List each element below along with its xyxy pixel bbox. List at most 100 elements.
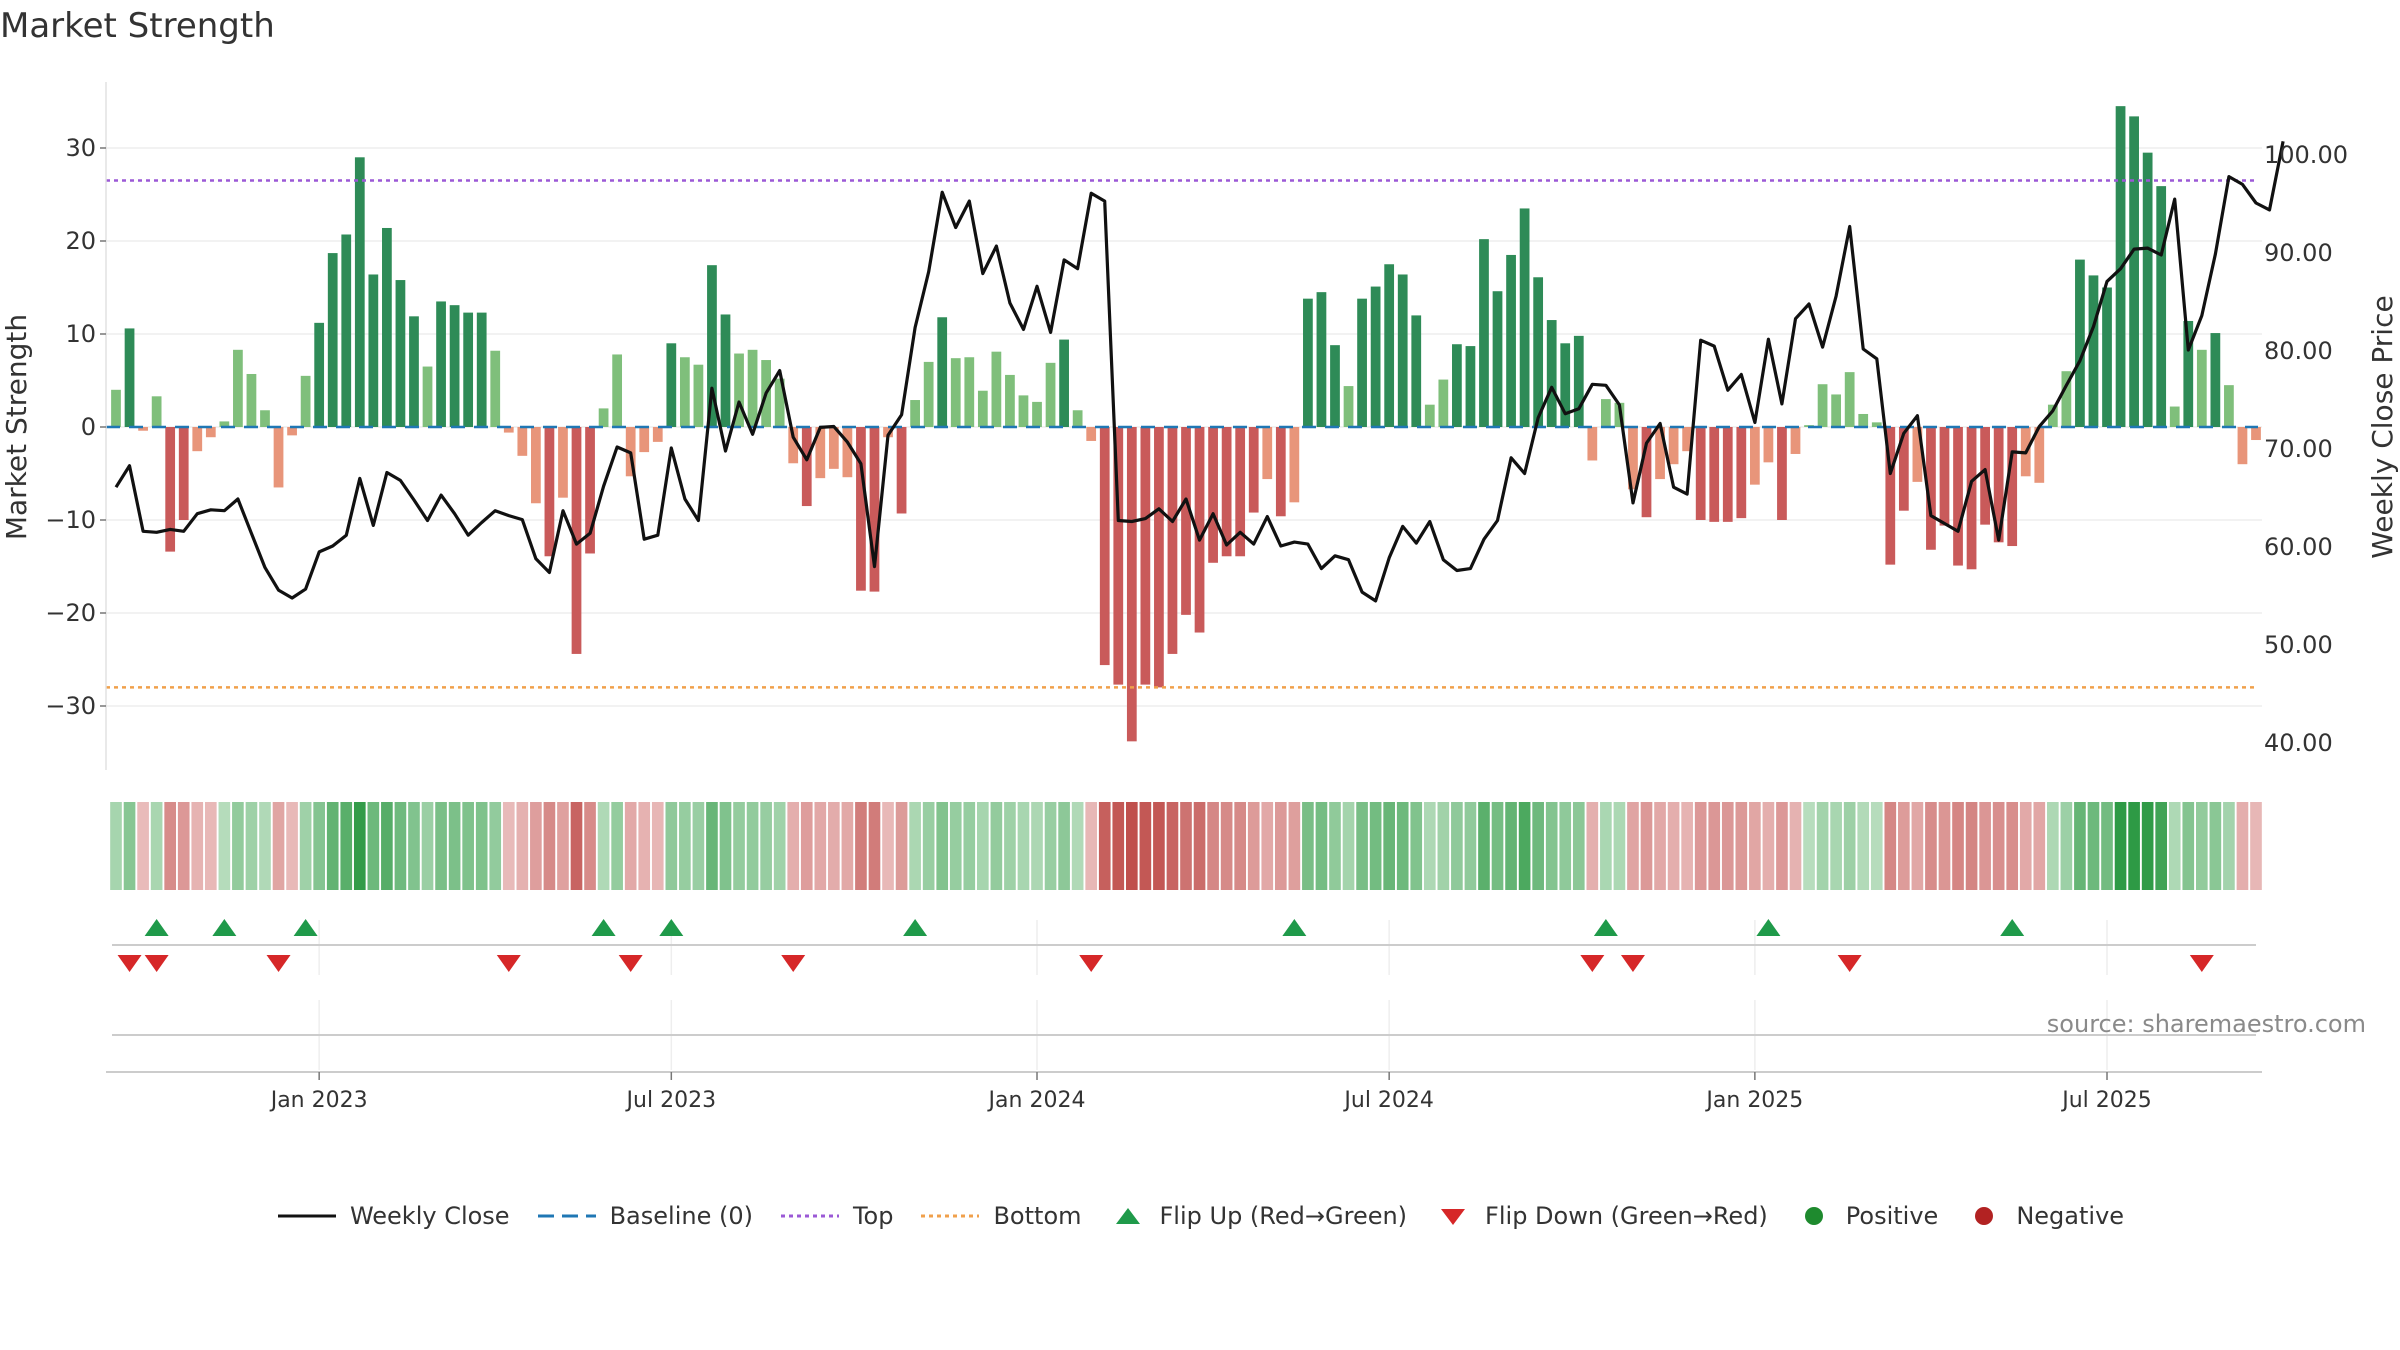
strength-bar <box>1248 427 1259 513</box>
heat-cell <box>1234 802 1247 890</box>
strength-bar <box>1926 427 1936 550</box>
heat-cell <box>1600 802 1612 890</box>
heat-cell <box>787 802 800 890</box>
flip-down-marker <box>266 955 291 972</box>
strength-bar <box>463 312 474 427</box>
heat-cell <box>1762 802 1775 890</box>
strength-bar <box>1655 427 1665 480</box>
flip-up-marker <box>2000 919 2025 936</box>
heat-cell <box>475 802 488 890</box>
heat-cell <box>1952 802 1964 890</box>
legend-label: Flip Down (Green→Red) <box>1485 1202 1768 1230</box>
strength-bar <box>679 357 690 427</box>
heat-cell <box>1247 802 1260 890</box>
strength-bar <box>1763 427 1774 463</box>
heat-cell <box>841 802 854 890</box>
flip-down-marker <box>618 955 643 972</box>
heat-cell <box>760 802 772 890</box>
legend-label: Bottom <box>993 1202 1082 1230</box>
heat-cell <box>2006 802 2019 890</box>
heat-cell <box>814 802 827 890</box>
legend-negative: Negative <box>1964 1202 2124 1230</box>
heat-cell <box>1681 802 1693 890</box>
heat-cell <box>394 802 407 890</box>
strength-bar <box>964 357 975 427</box>
heat-cell <box>963 802 976 890</box>
strength-bar <box>1479 239 1489 427</box>
weekly-close-line <box>114 140 2285 603</box>
strength-bar <box>1519 208 1530 427</box>
y2-tick-label: 50.00 <box>2264 631 2333 659</box>
y2-tick-label: 90.00 <box>2264 239 2333 267</box>
heat-cell <box>1870 802 1883 890</box>
heat-cell <box>1220 802 1233 890</box>
heat-cell <box>204 802 217 890</box>
heat-cell <box>286 802 298 890</box>
heat-cell <box>949 802 962 890</box>
heat-cell <box>110 802 122 890</box>
strength-bar <box>1573 335 1584 427</box>
heat-cell <box>1125 802 1138 890</box>
x-tick-label: Jan 2024 <box>987 1088 1086 1113</box>
heat-cell <box>1708 802 1721 890</box>
heat-cell <box>936 802 949 890</box>
flip-down-marker <box>117 955 142 972</box>
strength-bar <box>1032 401 1042 427</box>
heat-cell <box>1031 802 1043 890</box>
heat-cell <box>1464 802 1477 890</box>
heat-cell <box>1098 802 1111 890</box>
circle-icon <box>1804 1207 1823 1225</box>
heat-cell <box>516 802 529 890</box>
heat-cell <box>1017 802 1030 890</box>
flip-up-marker <box>659 919 684 936</box>
legend-line-dashed-icon <box>537 1214 596 1218</box>
strength-bar <box>1154 427 1164 688</box>
flip-down-marker <box>2189 955 2214 972</box>
strength-bar <box>612 354 623 427</box>
strength-bar <box>1587 427 1598 461</box>
legend-label: Flip Up (Red→Green) <box>1159 1202 1408 1230</box>
strength-bar <box>1912 427 1923 482</box>
flip-down-marker <box>144 955 169 972</box>
strength-bar <box>2196 349 2207 427</box>
strength-bar <box>1817 384 1828 427</box>
strength-bar <box>1303 298 1313 427</box>
strength-bar <box>1045 362 1056 427</box>
heat-cell <box>1451 802 1463 890</box>
heat-cell <box>326 802 339 890</box>
heat-cell <box>489 802 502 890</box>
heat-cell <box>1315 802 1328 890</box>
heat-cell <box>990 802 1003 890</box>
strength-bar <box>1289 427 1300 503</box>
strength-bar <box>2251 427 2261 441</box>
strength-bar <box>436 301 446 427</box>
strength-bar <box>1885 427 1896 565</box>
strength-bar <box>233 349 243 427</box>
heat-cell <box>1288 802 1301 890</box>
strength-bar <box>138 427 148 431</box>
heat-cell <box>800 802 813 890</box>
heat-cell <box>706 802 718 890</box>
heat-cell <box>259 802 271 890</box>
heat-cell <box>692 802 705 890</box>
strength-bar <box>1560 343 1571 427</box>
strength-bar <box>1140 427 1151 685</box>
heat-cell <box>651 802 664 890</box>
strength-bar <box>1465 346 1476 427</box>
heat-cell <box>1356 802 1368 890</box>
strength-bar <box>937 317 948 427</box>
heat-cell <box>570 802 583 890</box>
heat-cell <box>733 802 745 890</box>
heat-cell <box>1749 802 1761 890</box>
strength-bar <box>1858 413 1869 427</box>
strength-bar <box>1695 427 1706 520</box>
strength-bar <box>1682 427 1693 452</box>
heat-cell <box>1058 802 1070 890</box>
strength-bar <box>2142 152 2153 427</box>
heat-cell <box>1627 802 1639 890</box>
heat-cell <box>1369 802 1382 890</box>
strength-bar <box>368 274 379 427</box>
heat-cell <box>1437 802 1450 890</box>
strength-bar <box>1844 372 1855 427</box>
